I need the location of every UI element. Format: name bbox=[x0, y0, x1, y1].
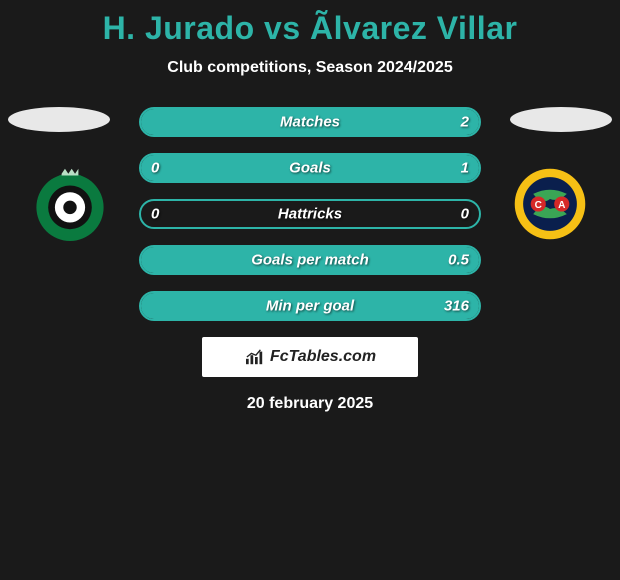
stat-row: Matches 2 bbox=[139, 107, 481, 137]
stat-label: Goals bbox=[289, 160, 331, 177]
stat-value-left: 0 bbox=[151, 160, 159, 177]
date-text: 20 february 2025 bbox=[0, 395, 620, 413]
stat-value-right: 0.5 bbox=[448, 252, 469, 269]
brand-badge[interactable]: FcTables.com bbox=[202, 337, 418, 377]
club-logo-left bbox=[20, 162, 120, 246]
page-title: H. Jurado vs Ãlvarez Villar bbox=[0, 0, 620, 47]
stat-value-right: 2 bbox=[461, 114, 469, 131]
stat-value-left: 0 bbox=[151, 206, 159, 223]
stat-value-right: 316 bbox=[444, 298, 469, 315]
club-logo-right: C A bbox=[500, 162, 600, 246]
stat-value-right: 1 bbox=[461, 160, 469, 177]
stat-label: Matches bbox=[280, 114, 340, 131]
stat-row: Goals per match 0.5 bbox=[139, 245, 481, 275]
stat-row: 0 Hattricks 0 bbox=[139, 199, 481, 229]
stat-row: 0 Goals 1 bbox=[139, 153, 481, 183]
club-left-icon bbox=[28, 162, 112, 246]
brand-text: FcTables.com bbox=[270, 348, 376, 366]
stat-row: Min per goal 316 bbox=[139, 291, 481, 321]
content: C A Matches 2 0 Goals 1 0 Hattricks 0 Goals per … bbox=[0, 107, 620, 413]
stats-list: Matches 2 0 Goals 1 0 Hattricks 0 Goals per matc… bbox=[139, 107, 481, 321]
svg-text:A: A bbox=[558, 200, 566, 211]
stat-label: Goals per match bbox=[251, 252, 369, 269]
player-token-left bbox=[8, 107, 110, 132]
stat-label: Hattricks bbox=[278, 206, 342, 223]
club-right-icon: C A bbox=[508, 162, 592, 246]
svg-text:C: C bbox=[535, 200, 542, 211]
stat-value-right: 0 bbox=[461, 206, 469, 223]
stat-label: Min per goal bbox=[266, 298, 354, 315]
chart-icon bbox=[244, 348, 266, 366]
page-subtitle: Club competitions, Season 2024/2025 bbox=[0, 59, 620, 77]
player-token-right bbox=[510, 107, 612, 132]
